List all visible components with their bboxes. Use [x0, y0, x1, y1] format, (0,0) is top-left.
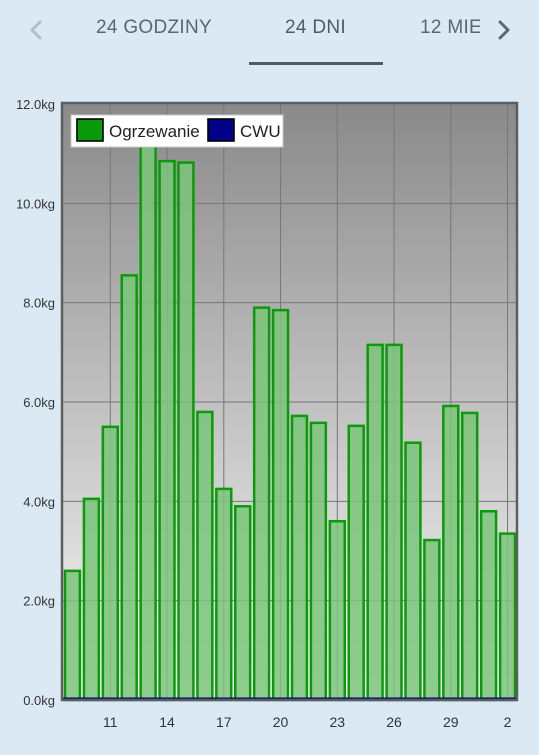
x-tick-label: 17 — [216, 714, 232, 730]
bar-ogrzewanie — [101, 425, 120, 702]
legend-label-cwu: CWU — [240, 122, 281, 141]
bar-ogrzewanie — [177, 161, 195, 702]
x-tick-label: 11 — [103, 714, 118, 730]
chart-container: 0.0kg 2.0kg 4.0kg 6.0kg 8.0kg 10.0kg 12.0kg 11… — [0, 90, 539, 750]
chevron-right-icon[interactable] — [488, 10, 518, 50]
x-tick-label: 2 — [504, 714, 512, 730]
tab-24-dni[interactable]: 24 DNI — [285, 17, 346, 38]
bar-ogrzewanie — [290, 414, 309, 702]
bar-ogrzewanie — [366, 343, 384, 702]
bar-ogrzewanie — [423, 538, 441, 702]
bar-ogrzewanie — [215, 487, 233, 702]
x-tick-label: 26 — [386, 714, 402, 730]
y-tick-label: 10.0kg — [16, 196, 55, 211]
bar-ogrzewanie — [461, 411, 479, 702]
plot-frame — [60, 101, 519, 702]
chevron-left-icon[interactable] — [22, 10, 52, 50]
bars — [63, 120, 517, 702]
bar-ogrzewanie — [309, 421, 328, 702]
y-axis: 0.0kg 2.0kg 4.0kg 6.0kg 8.0kg 10.0kg 12.0kg — [16, 97, 55, 708]
x-tick-label: 29 — [443, 714, 459, 730]
y-tick-label: 0.0kg — [23, 693, 55, 708]
bar-ogrzewanie — [63, 569, 82, 702]
bar-ogrzewanie — [120, 274, 138, 702]
legend-swatch-cwu — [207, 118, 235, 142]
bar-ogrzewanie — [158, 159, 176, 702]
bar-ogrzewanie — [347, 424, 365, 702]
bar-ogrzewanie — [139, 120, 157, 702]
tab-bar: 24 GODZINY 24 DNI 12 MIE — [0, 0, 539, 68]
bar-ogrzewanie — [385, 343, 403, 702]
tab-12-mie-clip: 12 MIE — [420, 0, 480, 60]
y-tick-label: 2.0kg — [23, 594, 55, 609]
bar-ogrzewanie — [82, 497, 101, 702]
x-tick-label: 14 — [159, 714, 175, 730]
tab-12-mie[interactable]: 12 MIE — [420, 17, 480, 38]
y-tick-label: 8.0kg — [23, 296, 55, 311]
legend-label-ogrzewanie: Ogrzewanie — [109, 122, 200, 141]
legend: Ogrzewanie CWU — [70, 114, 284, 148]
bar-chart: 0.0kg 2.0kg 4.0kg 6.0kg 8.0kg 10.0kg 12.0kg 11… — [16, 97, 519, 730]
bar-ogrzewanie — [404, 441, 422, 702]
tab-24-godziny[interactable]: 24 GODZINY — [96, 17, 212, 38]
y-tick-label: 6.0kg — [23, 395, 55, 410]
bar-ogrzewanie — [234, 505, 252, 702]
x-tick-label: 20 — [273, 714, 289, 730]
y-tick-label: 4.0kg — [23, 494, 55, 509]
active-tab-indicator — [249, 62, 383, 65]
legend-box — [70, 114, 284, 148]
x-tick-label: 23 — [330, 714, 346, 730]
bar-ogrzewanie — [196, 410, 214, 702]
bar-ogrzewanie — [479, 510, 498, 702]
bar-ogrzewanie — [328, 519, 347, 702]
bar-ogrzewanie — [498, 532, 517, 702]
legend-swatch-ogrzewanie — [76, 118, 104, 142]
bar-ogrzewanie — [252, 306, 271, 702]
y-tick-label: 12.0kg — [16, 97, 55, 112]
bar-ogrzewanie — [442, 404, 460, 702]
x-axis: 11 14 17 20 23 26 29 2 — [103, 714, 512, 730]
bar-ogrzewanie — [271, 308, 290, 702]
